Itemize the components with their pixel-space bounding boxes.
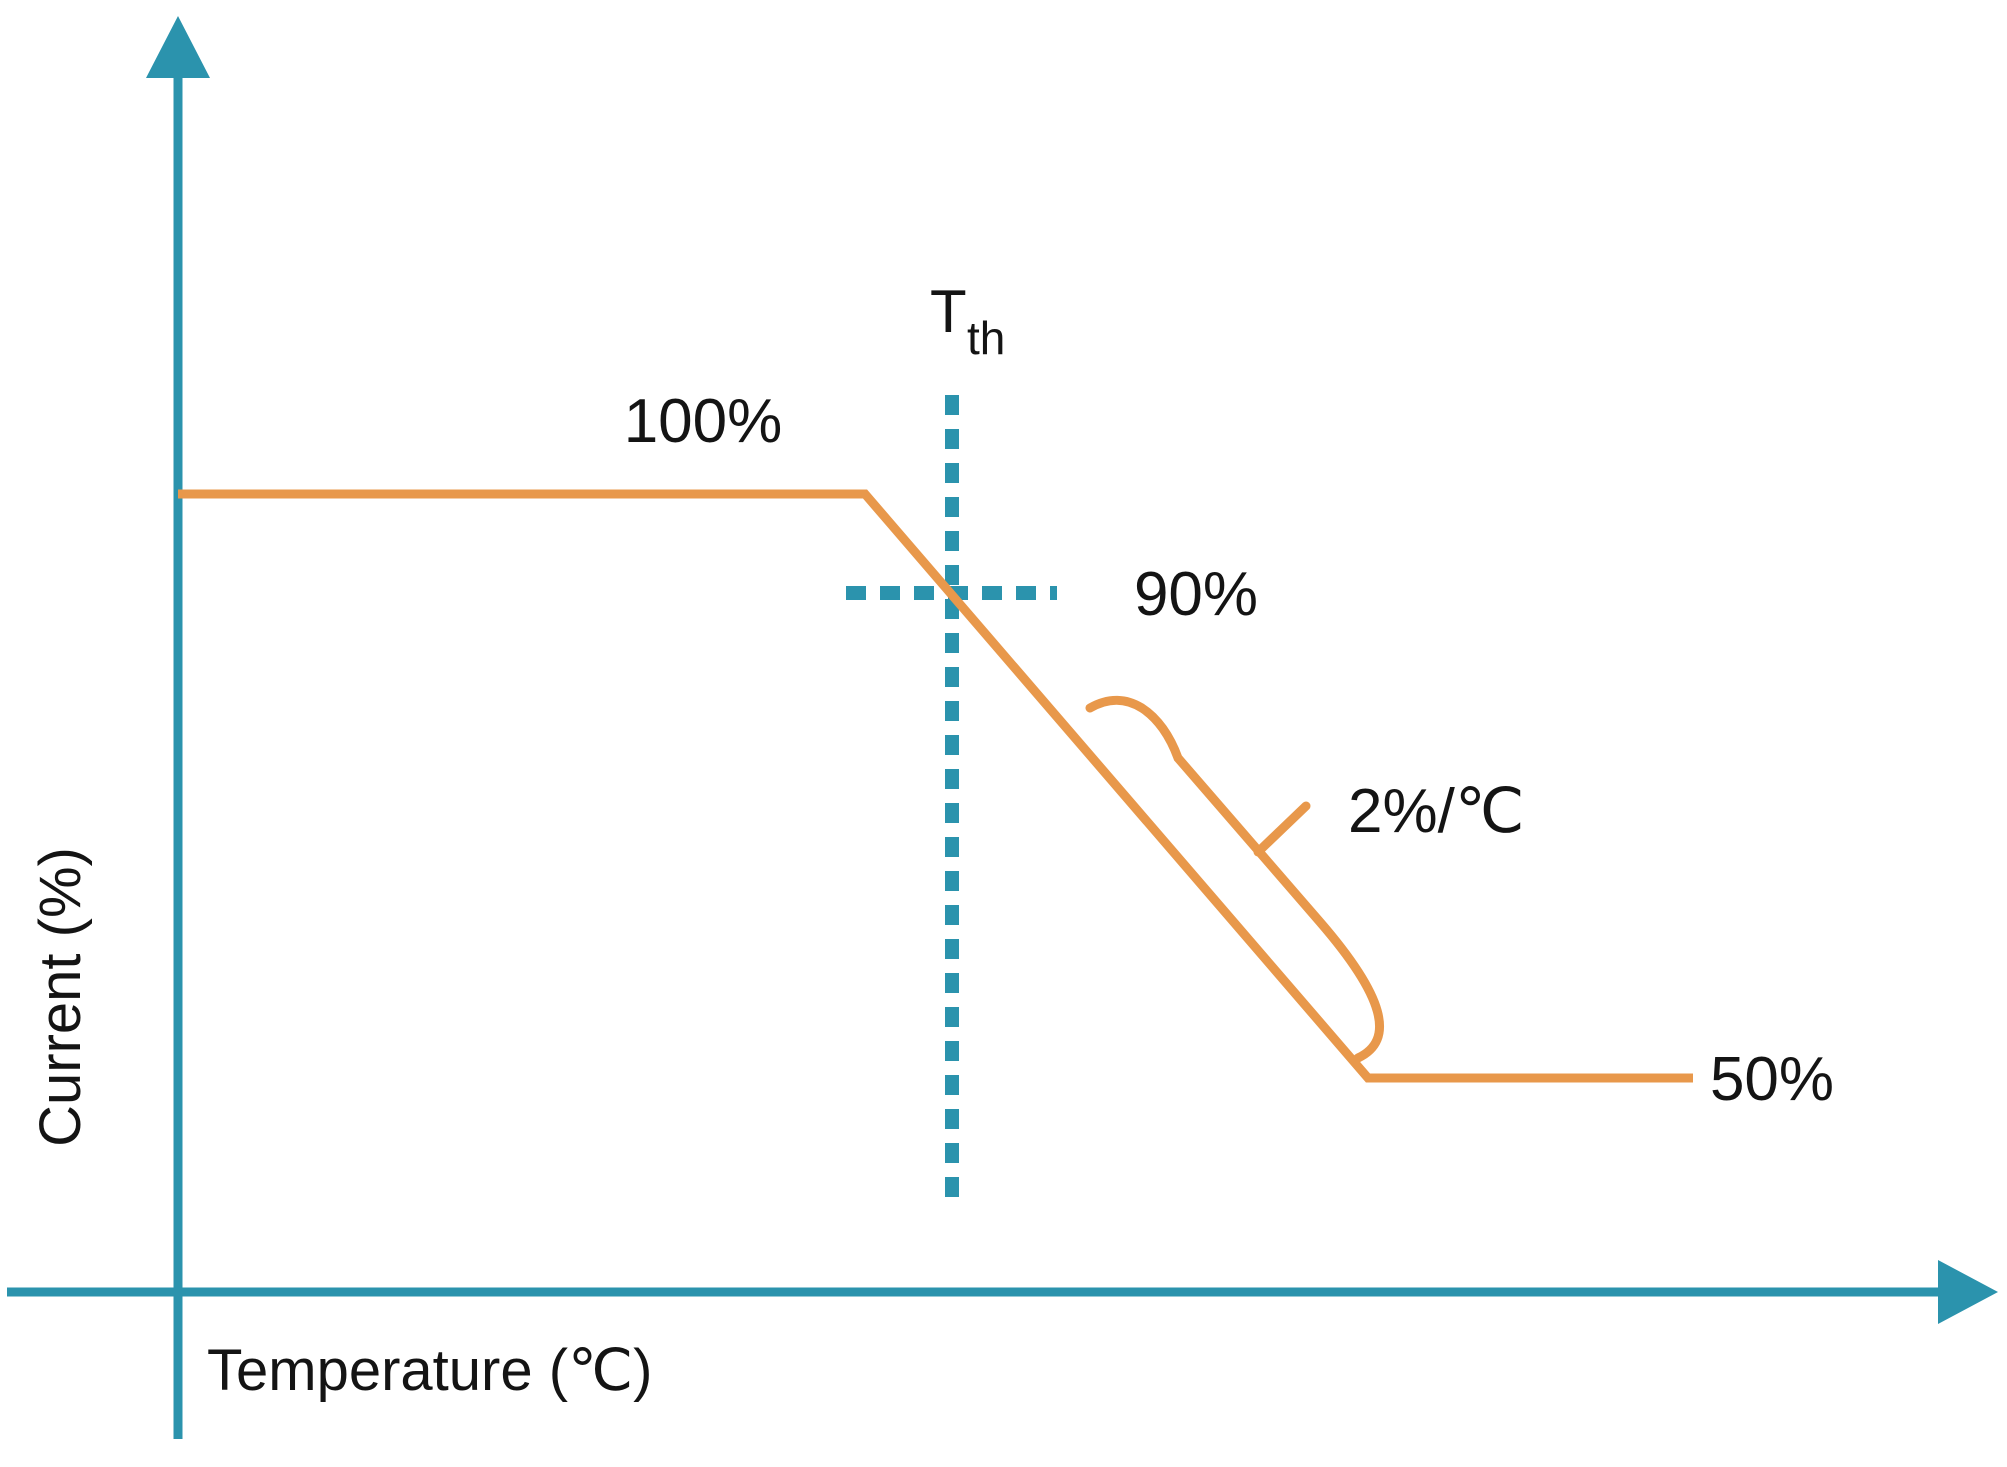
label-100-percent: 100% [624,387,783,456]
y-axis-label: Current (%) [28,847,93,1147]
x-axis-arrowhead-icon [1938,1260,1998,1324]
label-t-threshold-subscript: th [967,312,1005,364]
y-axis-arrowhead-icon [146,16,210,78]
slope-brace-group [1085,695,1384,1063]
derating-curve [178,489,1693,1083]
slope-brace [1085,695,1384,1063]
label-50-percent: 50% [1710,1045,1834,1114]
x-axis-label: Temperature (℃) [207,1338,652,1403]
axes-group [7,16,1998,1439]
label-t-threshold: T [930,278,967,345]
slope-brace-tick [1253,801,1311,857]
label-slope-rate: 2%/℃ [1348,777,1524,846]
label-90-percent: 90% [1134,560,1258,629]
